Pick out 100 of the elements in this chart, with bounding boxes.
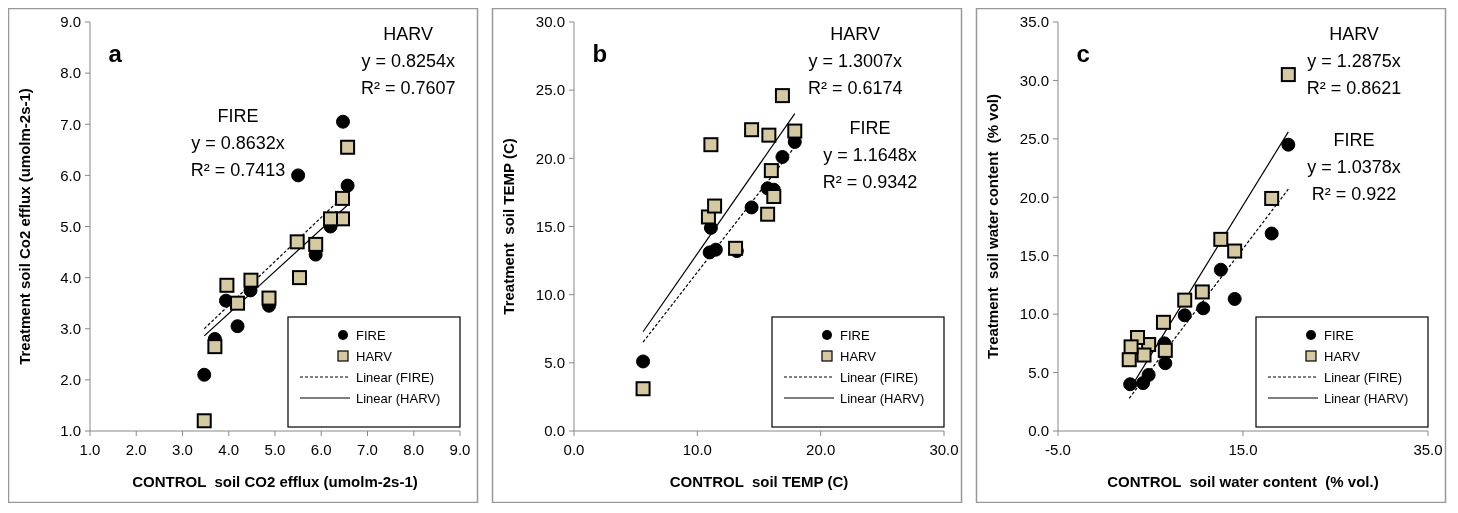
legend-label: Linear (FIRE) bbox=[1324, 369, 1403, 385]
x-tick-label: -5.0 bbox=[1045, 441, 1071, 458]
y-tick-label: 5.0 bbox=[544, 354, 565, 372]
point bbox=[1227, 291, 1242, 306]
y-tick-label: 30.0 bbox=[1019, 71, 1049, 89]
point bbox=[1123, 339, 1139, 355]
point bbox=[707, 198, 723, 214]
x-tick-label: 6.0 bbox=[310, 441, 332, 458]
point bbox=[196, 413, 212, 429]
point bbox=[636, 354, 651, 369]
point bbox=[219, 277, 235, 293]
annotation: R² = 0.7413 bbox=[190, 159, 286, 180]
point bbox=[207, 339, 223, 355]
annotation: y = 1.1648x bbox=[823, 145, 917, 166]
annotation: y = 1.2875x bbox=[1307, 51, 1401, 71]
y-tick-label: 10.0 bbox=[1019, 305, 1049, 323]
point bbox=[1264, 226, 1279, 241]
annotation: R² = 0.7607 bbox=[360, 78, 456, 98]
annotation: R² = 0.922 bbox=[1311, 184, 1397, 205]
point bbox=[335, 114, 350, 129]
point bbox=[1213, 231, 1229, 247]
legend-label: Linear (HARV) bbox=[840, 390, 925, 406]
x-axis-title: CONTROL soil CO2 efflux (umolm-2s-1) bbox=[132, 473, 418, 490]
y-tick-label: 5.0 bbox=[60, 217, 81, 235]
point bbox=[291, 168, 306, 183]
y-tick-label: 30.0 bbox=[535, 13, 565, 31]
annotation: HARV bbox=[383, 24, 434, 44]
annotation: y = 0.8254x bbox=[361, 51, 455, 71]
point bbox=[774, 88, 790, 104]
annotation: FIRE bbox=[217, 105, 259, 126]
point bbox=[308, 236, 324, 252]
y-axis-title: Treatment soil TEMP (C) bbox=[500, 138, 517, 315]
y-tick-label: 7.0 bbox=[60, 115, 81, 133]
point bbox=[230, 295, 246, 311]
x-tick-label: 8.0 bbox=[403, 441, 425, 458]
y-tick-label: 10.0 bbox=[535, 285, 565, 303]
x-axis-title: CONTROL soil water content (% vol.) bbox=[1107, 473, 1379, 490]
point bbox=[1136, 347, 1152, 363]
point bbox=[766, 189, 782, 205]
point bbox=[763, 163, 779, 179]
annotation: c bbox=[1076, 40, 1090, 68]
y-tick-label: 20.0 bbox=[1019, 188, 1049, 206]
annotation: b bbox=[592, 40, 608, 68]
annotation: a bbox=[108, 40, 123, 68]
point bbox=[1136, 376, 1151, 391]
x-tick-label: 15.0 bbox=[1228, 441, 1258, 458]
legend-label: Linear (FIRE) bbox=[840, 369, 919, 385]
point bbox=[340, 139, 356, 155]
annotation: y = 0.8632x bbox=[191, 132, 285, 153]
point bbox=[261, 290, 277, 306]
annotation: HARV bbox=[1329, 24, 1379, 44]
x-tick-label: 1.0 bbox=[79, 441, 101, 458]
point bbox=[335, 190, 351, 206]
x-tick-label: 5.0 bbox=[264, 441, 286, 458]
point bbox=[1158, 356, 1173, 371]
x-tick-label: 2.0 bbox=[125, 441, 147, 458]
point bbox=[289, 234, 305, 250]
x-tick-label: 20.0 bbox=[806, 441, 836, 458]
y-tick-label: 4.0 bbox=[60, 268, 81, 286]
x-tick-label: 35.0 bbox=[1413, 441, 1443, 458]
y-tick-label: 20.0 bbox=[535, 149, 565, 167]
y-tick-label: 0.0 bbox=[544, 422, 565, 440]
point bbox=[1157, 342, 1173, 358]
point bbox=[760, 206, 776, 222]
legend-label: FIRE bbox=[356, 327, 386, 343]
annotation: R² = 0.6174 bbox=[807, 78, 903, 98]
point bbox=[1280, 67, 1296, 83]
legend-label: Linear (HARV) bbox=[356, 390, 441, 406]
annotation: FIRE bbox=[849, 118, 891, 139]
annotation: R² = 0.8621 bbox=[1306, 78, 1402, 98]
point bbox=[728, 240, 744, 256]
x-tick-label: 7.0 bbox=[357, 441, 378, 458]
y-axis-title: Treatment soil water content (% vol) bbox=[984, 93, 1001, 360]
x-tick-label: 3.0 bbox=[172, 441, 193, 458]
point bbox=[744, 122, 760, 138]
legend-label: Linear (HARV) bbox=[1324, 390, 1409, 406]
point bbox=[1177, 292, 1193, 308]
y-tick-label: 9.0 bbox=[60, 13, 81, 31]
point bbox=[197, 367, 212, 382]
point bbox=[1121, 352, 1137, 368]
legend-label: FIRE bbox=[1324, 327, 1354, 343]
point bbox=[1194, 284, 1210, 300]
y-tick-label: 15.0 bbox=[535, 217, 565, 235]
x-tick-label: 10.0 bbox=[682, 441, 712, 458]
y-tick-label: 1.0 bbox=[60, 422, 81, 440]
point bbox=[1196, 301, 1211, 316]
point bbox=[708, 242, 723, 257]
point bbox=[323, 211, 338, 227]
legend-label: HARV bbox=[356, 348, 393, 364]
y-tick-label: 25.0 bbox=[1019, 130, 1049, 148]
y-tick-label: 2.0 bbox=[60, 371, 81, 389]
point bbox=[1155, 314, 1171, 330]
point bbox=[292, 270, 308, 286]
annotation: HARV bbox=[830, 24, 881, 44]
point bbox=[744, 200, 759, 215]
x-tick-label: 30.0 bbox=[929, 441, 959, 458]
annotation: R² = 0.9342 bbox=[822, 172, 918, 193]
point bbox=[703, 137, 719, 153]
point bbox=[635, 381, 651, 397]
y-tick-label: 15.0 bbox=[1019, 246, 1049, 264]
